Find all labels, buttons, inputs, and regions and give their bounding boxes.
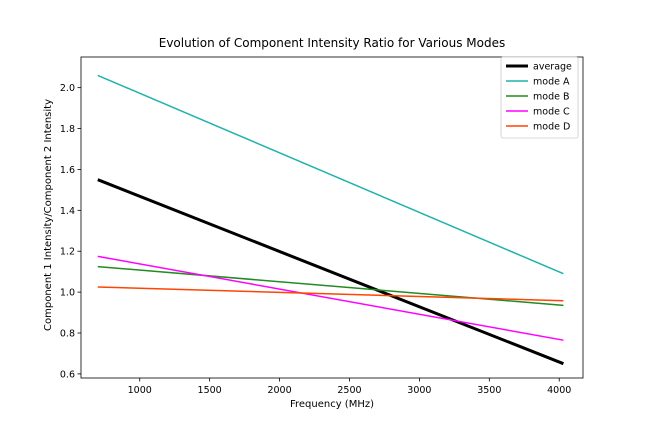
x-tick-label: 2000 [267, 385, 291, 396]
y-axis-label: Component 1 Intensity/Component 2 Intens… [43, 99, 54, 331]
legend: average mode A mode B mode C mode D [500, 56, 579, 139]
y-tick-label: 1.8 [60, 124, 75, 135]
x-tick-label: 4000 [547, 385, 571, 396]
legend-label-mode-d: mode D [533, 122, 570, 133]
legend-label-mode-b: mode B [533, 92, 569, 103]
series-line-average [97, 178, 564, 366]
y-tick-label: 1.6 [60, 165, 75, 176]
legend-label-mode-c: mode C [533, 107, 570, 118]
series-line-mode-a [97, 74, 564, 275]
legend-box [500, 56, 579, 139]
y-tick-label: 1.2 [60, 247, 75, 258]
x-axis-label: Frequency (MHz) [290, 399, 374, 410]
legend-label-mode-a: mode A [533, 77, 570, 88]
y-tick-label: 0.8 [60, 329, 75, 340]
x-tick-label: 3500 [477, 385, 501, 396]
plot-frame [80, 56, 584, 379]
x-tick-label: 3000 [407, 385, 431, 396]
x-tick-label: 2500 [337, 385, 361, 396]
chart-title: Evolution of Component Intensity Ratio f… [159, 36, 505, 50]
y-tick-label: 0.6 [60, 369, 75, 380]
series-line-mode-d [97, 286, 564, 302]
legend-label-average: average [533, 62, 572, 73]
y-tick-label: 1.4 [60, 206, 75, 217]
y-tick-label: 1.0 [60, 288, 75, 299]
x-tick-label: 1500 [198, 385, 222, 396]
plot-area: 1000 1500 2000 2500 3000 3500 4000 0.6 0.8 1.0 1.2… [60, 56, 584, 396]
series-line-mode-c [97, 255, 564, 341]
y-tick-label: 2.0 [60, 83, 75, 94]
x-tick-label: 1000 [128, 385, 152, 396]
